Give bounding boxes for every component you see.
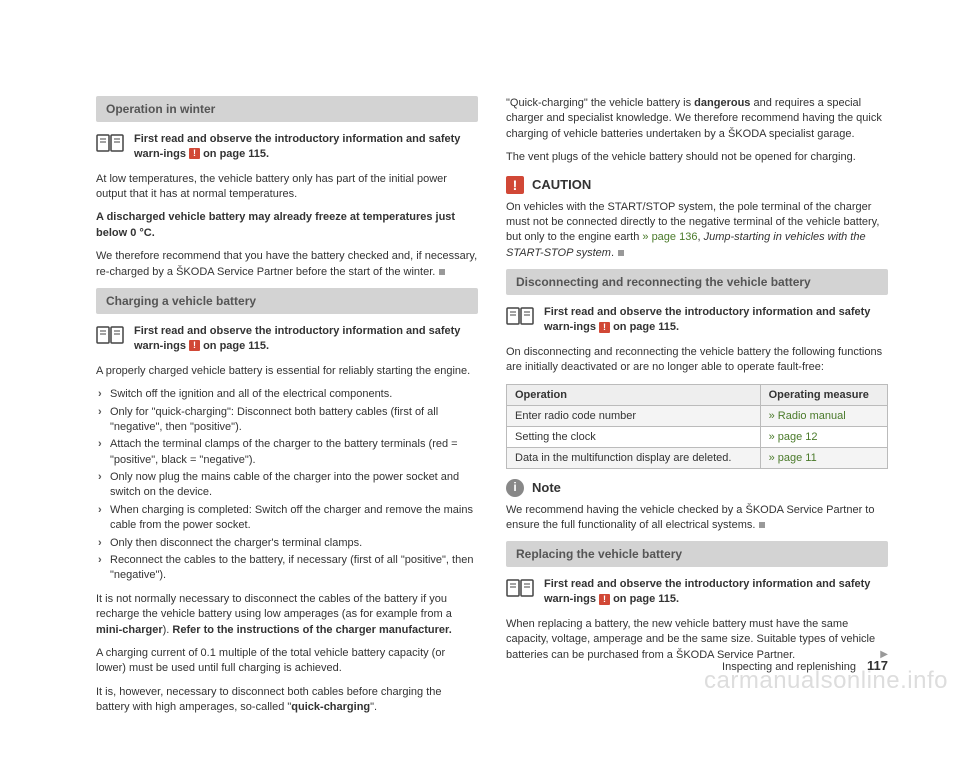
text: "Quick-charging" the vehicle battery is [506,97,694,109]
table-cell-link[interactable]: » page 12 [760,426,887,447]
paragraph: On disconnecting and reconnecting the ve… [506,345,888,376]
operations-table: Operation Operating measure Enter radio … [506,384,888,469]
book-icon [506,578,534,601]
paragraph: When replacing a battery, the new vehicl… [506,617,888,663]
paragraph: We therefore recommend that you have the… [96,249,478,280]
warning-icon: ! [189,340,200,351]
text-bold: quick-charging [291,701,370,713]
text: ). [163,624,173,636]
manual-page: Operation in winter First read and obser… [0,0,960,764]
paragraph: It is not normally necessary to disconne… [96,592,478,638]
info-prefix: First read and observe the introductory … [134,325,460,352]
info-text: First read and observe the introductory … [544,305,888,335]
paragraph-bold: A discharged vehicle battery may already… [96,210,478,241]
table-row: Enter radio code number » Radio manual [507,405,888,426]
table-cell-link[interactable]: » page 11 [760,447,887,468]
list-item: Only for "quick-charging": Disconnect bo… [96,405,478,436]
text: It is, however, necessary to disconnect … [96,686,441,713]
section-title-replace: Replacing the vehicle battery [506,541,888,567]
text: When replacing a battery, the new vehicl… [506,618,875,661]
info-block: First read and observe the introductory … [96,324,478,354]
paragraph: "Quick-charging" the vehicle battery is … [506,96,888,142]
section-title-charging: Charging a vehicle battery [96,288,478,314]
table-cell: Setting the clock [507,426,761,447]
bullet-list: Switch off the ignition and all of the e… [96,387,478,584]
section-title-winter: Operation in winter [96,96,478,122]
table-cell: Data in the multifunction display are de… [507,447,761,468]
book-icon [96,133,124,156]
text-bold: Refer to the instructions of the charger… [172,624,451,636]
page-link[interactable]: » page 136 [642,231,697,243]
table-cell: Enter radio code number [507,405,761,426]
paragraph: A charging current of 0.1 multiple of th… [96,646,478,677]
chapter-name: Inspecting and replenishing [722,661,856,673]
text: . [611,247,614,259]
text: It is not normally necessary to disconne… [96,593,452,620]
table-header: Operating measure [760,384,887,405]
paragraph: At low temperatures, the vehicle battery… [96,172,478,203]
text-bold: dangerous [694,97,750,109]
book-icon [96,325,124,348]
end-mark-icon [759,522,765,528]
table-header-row: Operation Operating measure [507,384,888,405]
caution-text: On vehicles with the START/STOP system, … [506,200,888,262]
table-cell-link[interactable]: » Radio manual [760,405,887,426]
info-block: First read and observe the introductory … [506,305,888,335]
warning-icon: ! [189,148,200,159]
text: ". [370,701,377,713]
info-prefix: First read and observe the introductory … [134,133,460,160]
note-text: We recommend having the vehicle checked … [506,503,888,534]
info-block: First read and observe the introductory … [506,577,888,607]
table-row: Setting the clock » page 12 [507,426,888,447]
text: We therefore recommend that you have the… [96,250,477,277]
list-item: When charging is completed: Switch off t… [96,503,478,534]
end-mark-icon [618,250,624,256]
warning-icon: ! [599,594,610,605]
info-text: First read and observe the introductory … [134,132,478,162]
info-block: First read and observe the introductory … [96,132,478,162]
info-text: First read and observe the introductory … [134,324,478,354]
info-suffix: on page 115. [610,321,679,333]
info-suffix: on page 115. [200,148,269,160]
left-column: Operation in winter First read and obser… [96,96,478,724]
end-mark-icon [439,269,445,275]
section-title-disconnect: Disconnecting and reconnecting the vehic… [506,269,888,295]
info-prefix: First read and observe the introductory … [544,306,870,333]
list-item: Only then disconnect the charger's termi… [96,536,478,551]
page-number: 117 [867,658,888,673]
info-prefix: First read and observe the introductory … [544,578,870,605]
caution-header: ! CAUTION [506,176,888,194]
note-label: Note [532,480,561,495]
info-suffix: on page 115. [200,340,269,352]
paragraph: The vent plugs of the vehicle battery sh… [506,150,888,165]
note-header: i Note [506,479,888,497]
info-text: First read and observe the introductory … [544,577,888,607]
list-item: Only now plug the mains cable of the cha… [96,470,478,501]
table-row: Data in the multifunction display are de… [507,447,888,468]
warning-icon: ! [599,322,610,333]
text: We recommend having the vehicle checked … [506,504,874,531]
text-bold: mini-charger [96,624,163,636]
book-icon [506,306,534,329]
info-suffix: on page 115. [610,593,679,605]
list-item: Attach the terminal clamps of the charge… [96,437,478,468]
list-item: Switch off the ignition and all of the e… [96,387,478,402]
list-item: Reconnect the cables to the battery, if … [96,553,478,584]
caution-label: CAUTION [532,177,591,192]
info-icon: i [506,479,524,497]
paragraph: A properly charged vehicle battery is es… [96,364,478,379]
paragraph: It is, however, necessary to disconnect … [96,685,478,716]
table-header: Operation [507,384,761,405]
page-footer: Inspecting and replenishing 117 [722,658,888,673]
caution-icon: ! [506,176,524,194]
right-column: "Quick-charging" the vehicle battery is … [506,96,888,724]
